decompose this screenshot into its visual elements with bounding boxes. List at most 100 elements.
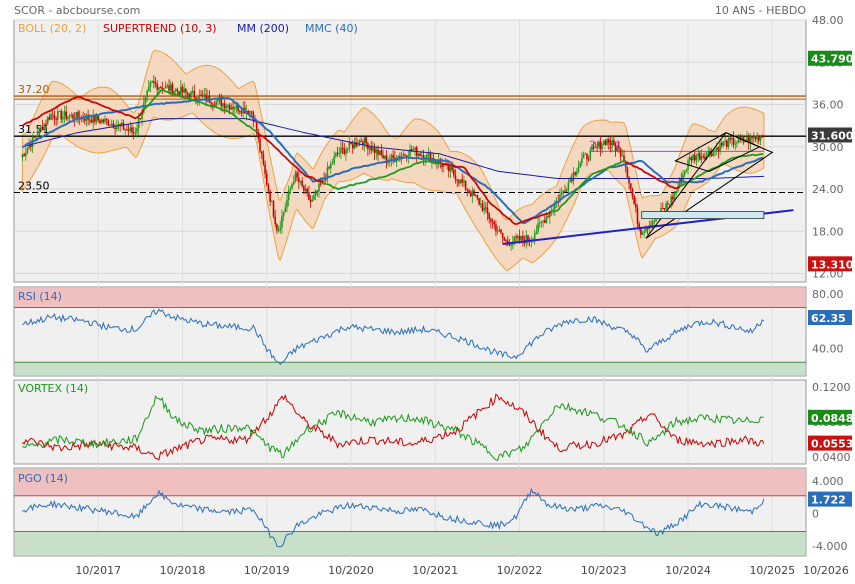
candle-body <box>402 154 404 156</box>
candle-body <box>42 127 44 130</box>
supertrend-segment <box>700 174 703 175</box>
supertrend-segment <box>111 109 114 110</box>
supertrend-segment <box>536 217 539 218</box>
candle-body <box>23 154 25 156</box>
supertrend-segment <box>247 126 250 127</box>
x-axis-tick: 10/2021 <box>412 564 458 577</box>
candle-body <box>541 222 543 223</box>
candle-body <box>360 141 362 142</box>
candle-body <box>84 119 86 121</box>
candle-body <box>97 116 99 120</box>
candle-body <box>527 235 529 240</box>
candle-body <box>333 156 335 163</box>
candle-body <box>45 124 47 125</box>
candle-body <box>470 193 472 196</box>
candle-body <box>456 180 458 181</box>
candle-body <box>451 167 453 170</box>
supertrend-segment <box>528 219 531 220</box>
candle-body <box>296 172 298 177</box>
legend-boll: BOLL (20, 2) <box>18 22 86 35</box>
price-tick: 30.00 <box>812 141 844 154</box>
candle-body <box>274 217 276 225</box>
candle-body <box>111 124 113 126</box>
candle-body <box>59 111 61 112</box>
candle-body <box>44 124 46 131</box>
supertrend-segment <box>402 169 405 170</box>
candle-body <box>135 133 137 134</box>
supertrend-segment <box>209 106 212 107</box>
legend-mmc40: MMC (40) <box>305 22 358 35</box>
candle-body <box>460 179 462 183</box>
candle-body <box>581 158 583 162</box>
candle-body <box>286 200 288 207</box>
supertrend-segment <box>184 97 187 98</box>
candle-body <box>488 214 490 219</box>
candle-body <box>271 201 273 202</box>
candle-body <box>342 148 344 149</box>
supertrend-segment <box>169 92 172 93</box>
candle-body <box>379 151 381 156</box>
supertrend-segment <box>35 118 38 119</box>
candle-body <box>753 137 755 138</box>
supertrend-segment <box>197 102 200 103</box>
candle-body <box>729 138 731 139</box>
candle-body <box>482 204 484 211</box>
candle-body <box>349 142 351 148</box>
supertrend-segment <box>45 112 48 113</box>
pgo-tick: 0 <box>812 508 819 521</box>
candle-body <box>340 148 342 153</box>
candle-body <box>301 181 303 186</box>
supertrend-segment <box>53 108 56 109</box>
header-source: SCOR - abcbourse.com <box>14 4 140 17</box>
supertrend-segment <box>364 182 367 183</box>
candle-body <box>699 153 701 159</box>
supertrend-segment <box>520 222 523 223</box>
candle-body <box>226 106 228 108</box>
candle-body <box>382 155 384 158</box>
candle-body <box>483 208 485 211</box>
supertrend-segment <box>124 114 127 115</box>
candle-body <box>279 227 281 230</box>
candle-body <box>259 139 261 151</box>
candle-body <box>27 148 29 152</box>
candle-body <box>694 155 696 161</box>
candle-body <box>461 179 463 182</box>
candle-body <box>542 220 544 222</box>
supertrend-segment <box>730 158 733 159</box>
candle-body <box>172 84 174 94</box>
candle-body <box>114 128 116 129</box>
candle-body <box>505 240 507 241</box>
candle-body <box>170 84 172 90</box>
candle-body <box>72 115 74 119</box>
candle-body <box>158 87 160 89</box>
supertrend-segment <box>369 179 372 180</box>
candle-body <box>381 151 383 155</box>
candle-body <box>273 201 275 216</box>
supertrend-segment <box>63 102 66 103</box>
candle-body <box>571 180 573 182</box>
candle-body <box>450 167 452 171</box>
candle-body <box>355 142 357 146</box>
supertrend-segment <box>91 101 94 102</box>
candle-body <box>310 200 312 202</box>
supertrend-segment <box>611 166 614 167</box>
supertrend-segment <box>556 210 559 211</box>
candle-body <box>204 95 206 97</box>
candle-body <box>534 234 536 239</box>
candle-body <box>35 136 37 137</box>
rsi-badge: 62.35 <box>811 312 846 325</box>
candle-body <box>113 124 115 128</box>
candle-body <box>91 120 93 123</box>
candle-body <box>335 153 337 157</box>
candle-body <box>721 143 723 145</box>
candle-body <box>212 105 214 106</box>
candle-body <box>514 236 516 242</box>
candle-body <box>590 150 592 160</box>
candle-body <box>239 111 241 112</box>
supertrend-segment <box>192 100 195 101</box>
price-tick: 36.00 <box>812 99 844 112</box>
supertrend-segment <box>60 103 63 104</box>
candle-body <box>645 228 647 231</box>
supertrend-segment <box>343 187 346 188</box>
candle-body <box>155 83 157 84</box>
